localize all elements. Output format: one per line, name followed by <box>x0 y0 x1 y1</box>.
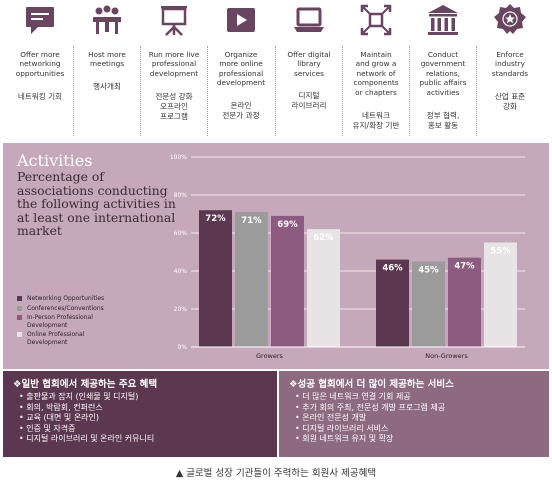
badge-icon <box>494 4 526 34</box>
benefit-korean-label: 정부 협력, 홍보 활동 <box>426 111 460 130</box>
y-tick-label: 100% <box>170 154 187 161</box>
network-expand-icon <box>360 4 392 36</box>
success-services-box: ❖성공 협회에서 더 많이 제공하는 서비스 더 많은 네트워크 연결 기회 제… <box>279 371 549 457</box>
bar <box>376 259 410 347</box>
bar <box>198 210 232 347</box>
legend-label: In-Person Professional Development <box>27 314 93 329</box>
list-item: 더 많은 네트워크 연결 기회 제공 <box>295 392 445 403</box>
benefit-english-label: Enforce industry standards <box>491 50 529 78</box>
legend-swatch <box>17 296 22 301</box>
legend-item: Conferences/Conventions <box>17 305 167 313</box>
list-item: 디지털 라이브러리 서비스 <box>295 424 445 435</box>
bar <box>270 215 304 347</box>
bar-value-label: 62% <box>313 233 334 243</box>
laptop-icon <box>294 7 324 32</box>
legend-swatch <box>17 305 22 311</box>
bar-chart: 0% 20% 40% 60% 80% 100% 72% 71% 69% 62% Growers 46%… <box>170 154 525 360</box>
bar <box>484 242 518 347</box>
legend-swatch <box>17 332 22 338</box>
column-divider <box>73 46 74 136</box>
bar <box>234 212 268 347</box>
benefit-item: Offer more networking opportunities 네트워킹 … <box>7 0 73 140</box>
benefit-korean-label: 산업 표준 강화 <box>494 92 526 111</box>
list-item: 온라인 전문성 개발 <box>295 413 445 424</box>
chat-bubble-icon <box>26 7 54 34</box>
general-benefits-list: 출판물과 잡지 (인쇄물 및 디지털)회의, 박람회, 컨퍼런스교육 (대면 및… <box>19 392 154 445</box>
x-category-label: Non-Growers <box>425 352 468 360</box>
column-divider <box>476 46 477 136</box>
list-item: 교육 (대면 및 온라인) <box>19 413 154 424</box>
benefit-english-label: Run more live professional development <box>148 50 200 78</box>
benefit-item: Host more meetings 행사개최 <box>74 0 140 140</box>
meeting-table-icon <box>93 5 121 34</box>
benefit-item: Organize more online professional develo… <box>208 0 274 140</box>
benefit-english-label: Host more meetings <box>88 50 126 69</box>
benefit-english-label: Offer more networking opportunities <box>15 50 65 78</box>
bar-value-label: 46% <box>382 264 403 274</box>
benefit-english-label: Offer digital library services <box>287 50 331 78</box>
legend-label: Online Professional Development <box>27 331 85 346</box>
bar <box>306 229 340 347</box>
y-tick-label: 20% <box>174 306 188 313</box>
benefit-korean-label: 전문성 강화 오프라인 프로그램 <box>155 92 193 121</box>
bar-value-label: 55% <box>490 247 511 257</box>
chart-subtitle: Percentage of associations conducting th… <box>17 169 176 239</box>
video-play-icon <box>227 8 255 32</box>
column-divider <box>140 46 141 136</box>
benefit-item: Maintain and grow a network of component… <box>343 0 409 140</box>
benefit-item: Offer digital library services 디지털 라이브러리 <box>276 0 342 140</box>
bar-value-label: 72% <box>205 214 226 224</box>
legend-item: In-Person Professional Development <box>17 314 167 329</box>
benefit-item: Conduct government relations, public aff… <box>410 0 476 140</box>
list-item: 회원 네트워크 유지 및 확장 <box>295 434 445 445</box>
column-divider <box>275 46 276 136</box>
benefit-item: Enforce industry standards 산업 표준 강화 <box>477 0 543 140</box>
y-tick-label: 0% <box>177 344 187 351</box>
list-item: 회의, 박람회, 컨퍼런스 <box>19 403 154 414</box>
list-item: 출판물과 잡지 (인쇄물 및 디지털) <box>19 392 154 403</box>
figure-caption: ▲ 글로벌 성장 기관들이 주력하는 회원사 제공혜택 <box>175 468 377 479</box>
bar <box>412 261 446 347</box>
general-benefits-box: ❖일반 협회에서 제공하는 주요 혜택 출판물과 잡지 (인쇄물 및 디지털)회… <box>3 371 277 457</box>
chart-panel: Activities Percentage of associations co… <box>3 143 549 369</box>
column-divider <box>207 46 208 136</box>
x-category-label: Growers <box>256 352 284 360</box>
bar-value-label: 69% <box>277 220 298 230</box>
legend-swatch <box>17 315 22 321</box>
legend-item: Networking Opportunities <box>17 295 167 303</box>
bar <box>448 257 482 347</box>
list-item: 인증 및 자격증 <box>19 424 154 435</box>
list-item: 디지털 라이브러리 및 온라인 커뮤니티 <box>19 434 154 445</box>
legend-label: Networking Opportunities <box>27 295 105 302</box>
benefit-korean-label: 행사개최 <box>93 82 121 91</box>
column-divider <box>342 46 343 136</box>
presentation-board-icon <box>161 6 187 36</box>
list-item: 추가 회의 주최, 전문성 개발 프로그램 제공 <box>295 403 445 414</box>
y-tick-label: 80% <box>174 192 188 199</box>
benefit-korean-label: 네트워크 유지/확장 기반 <box>352 111 400 130</box>
success-services-list: 더 많은 네트워크 연결 기회 제공추가 회의 주최, 전문성 개발 프로그램 … <box>295 392 445 445</box>
chart-title: Activities <box>17 151 93 170</box>
legend-label: Conferences/Conventions <box>27 304 104 312</box>
y-tick-label: 40% <box>174 268 188 275</box>
legend-item: Online Professional Development <box>17 331 167 346</box>
benefit-icon-strip: Offer more networking opportunities 네트워킹 … <box>0 0 552 140</box>
benefit-korean-label: 네트워킹 기회 <box>17 92 63 101</box>
column-divider <box>409 46 410 136</box>
benefit-english-label: Organize more online professional develo… <box>216 50 266 88</box>
benefit-english-label: Maintain and grow a network of component… <box>353 50 399 97</box>
success-services-heading: ❖성공 협회에서 더 많이 제공하는 서비스 <box>289 379 454 390</box>
benefit-english-label: Conduct government relations, public aff… <box>419 50 467 97</box>
bar-value-label: 47% <box>454 262 475 272</box>
general-benefits-heading: ❖일반 협회에서 제공하는 주요 혜택 <box>13 379 158 390</box>
y-tick-label: 60% <box>174 230 188 237</box>
chart-legend: Networking Opportunities Conferences/Conv… <box>17 295 167 349</box>
bar-value-label: 71% <box>241 216 262 226</box>
benefit-korean-label: 온라인 전문가 과정 <box>222 101 260 120</box>
benefit-korean-label: 디지털 라이브러리 <box>291 91 327 110</box>
benefit-item: Run more live professional development 전문… <box>141 0 207 140</box>
government-building-icon <box>428 5 458 35</box>
bar-value-label: 45% <box>418 266 439 276</box>
